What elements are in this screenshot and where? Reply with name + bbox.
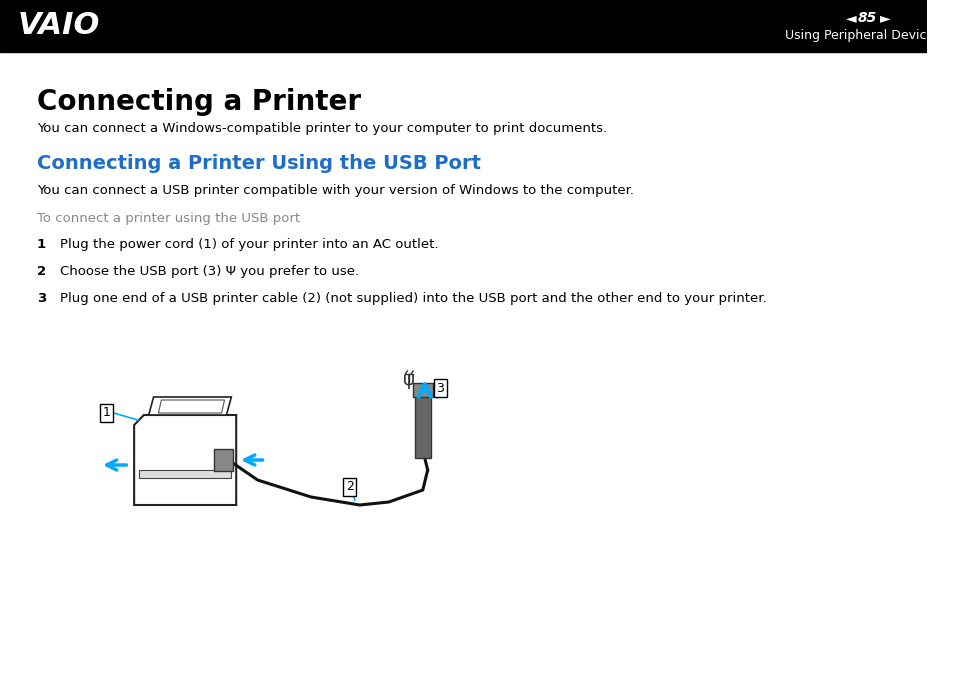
Text: Plug the power cord (1) of your printer into an AC outlet.: Plug the power cord (1) of your printer … — [60, 238, 438, 251]
Text: You can connect a USB printer compatible with your version of Windows to the com: You can connect a USB printer compatible… — [37, 184, 634, 197]
Text: Using Peripheral Devices: Using Peripheral Devices — [784, 30, 940, 42]
Polygon shape — [134, 415, 236, 505]
Text: ◄: ◄ — [844, 11, 856, 25]
Bar — [413, 383, 432, 397]
Text: You can connect a Windows-compatible printer to your computer to print documents: You can connect a Windows-compatible pri… — [37, 122, 606, 135]
Text: Connecting a Printer: Connecting a Printer — [37, 88, 360, 116]
Text: ψ: ψ — [403, 371, 415, 389]
Text: 1: 1 — [103, 406, 111, 419]
Polygon shape — [149, 397, 231, 415]
Bar — [0, 0, 926, 52]
Text: 3: 3 — [37, 292, 46, 305]
Text: Connecting a Printer Using the USB Port: Connecting a Printer Using the USB Port — [37, 154, 480, 173]
Bar — [139, 470, 231, 478]
Text: ►: ► — [879, 11, 889, 25]
Bar — [213, 449, 233, 471]
Text: To connect a printer using the USB port: To connect a printer using the USB port — [37, 212, 300, 225]
Text: Choose the USB port (3) Ψ you prefer to use.: Choose the USB port (3) Ψ you prefer to … — [60, 265, 359, 278]
Text: 1: 1 — [37, 238, 46, 251]
Text: VAIO: VAIO — [17, 11, 100, 40]
Text: 3: 3 — [436, 381, 444, 394]
Text: 2: 2 — [37, 265, 46, 278]
Text: 85: 85 — [857, 11, 876, 25]
Text: Plug one end of a USB printer cable (2) (not supplied) into the USB port and the: Plug one end of a USB printer cable (2) … — [60, 292, 766, 305]
Polygon shape — [158, 400, 224, 413]
Text: 2: 2 — [346, 481, 354, 493]
Bar — [415, 395, 430, 458]
